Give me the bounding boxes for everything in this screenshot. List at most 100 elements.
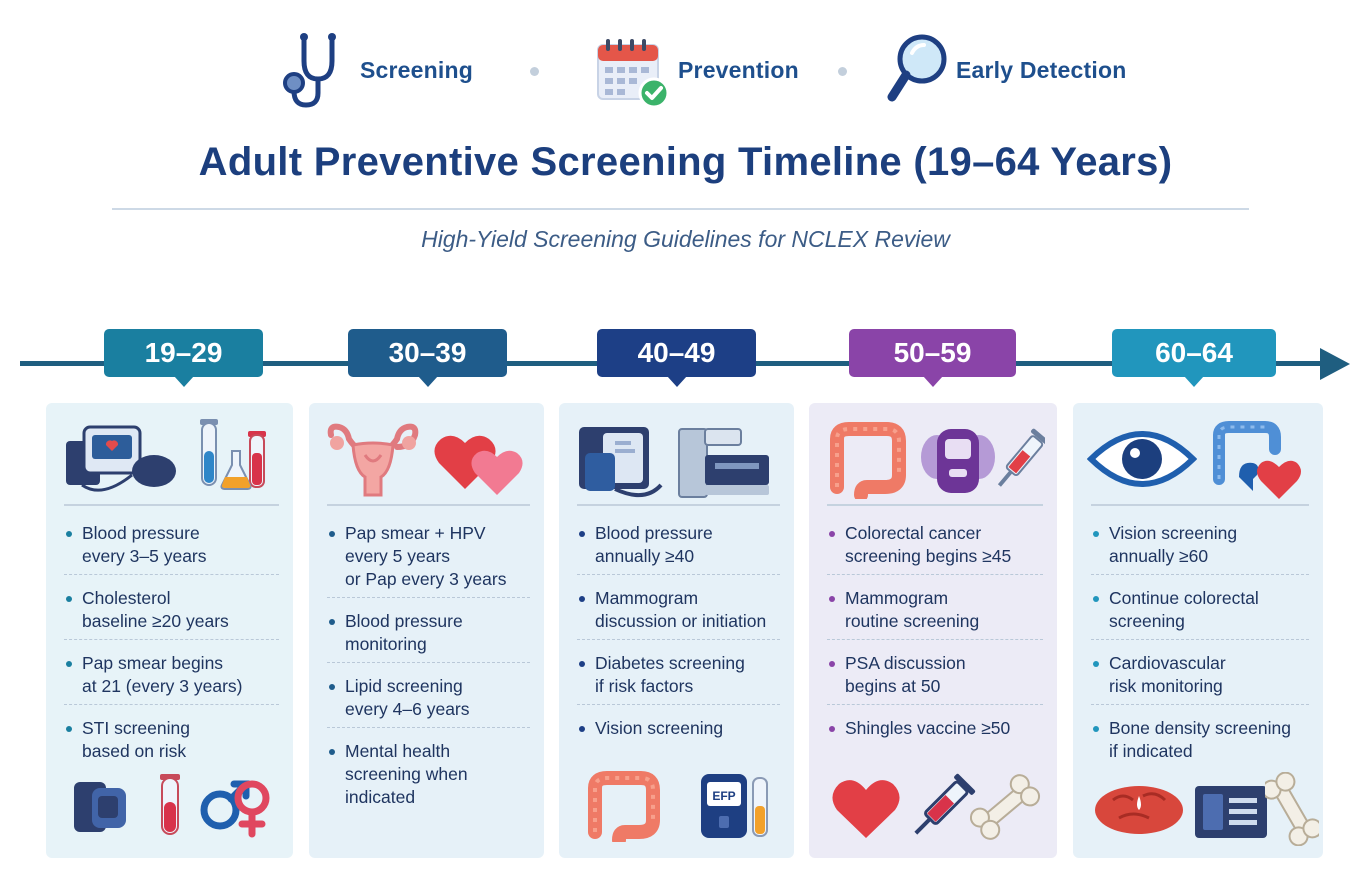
- list-item-text: Bone density screening if indicated: [1109, 718, 1291, 761]
- column-icons-top: [309, 415, 544, 497]
- age-pill-19-29: 19–29: [104, 329, 263, 387]
- column-icons-bottom: [46, 768, 293, 848]
- list-item: Continue colorectal screening: [1091, 583, 1309, 640]
- bp-monitor-icon: [579, 427, 663, 497]
- list-item: Pap smear + HPV every 5 years or Pap eve…: [327, 518, 530, 598]
- prostate-device-icon: [921, 429, 995, 493]
- list-item: PSA discussion begins at 50: [827, 648, 1043, 705]
- column-icons-top: [1073, 415, 1323, 499]
- header-item-early-detection: Early Detection: [886, 30, 1126, 110]
- title-divider: [112, 208, 1249, 210]
- list-item: Bone density screening if indicated: [1091, 713, 1309, 769]
- list-item: Mammogram discussion or initiation: [577, 583, 780, 640]
- colon-icon: [830, 422, 906, 499]
- list-item-text: STI screening based on risk: [82, 718, 190, 761]
- age-pill-50-59: 50–59: [849, 329, 1016, 387]
- list-item: Blood pressure annually ≥40: [577, 518, 780, 575]
- column-divider: [577, 504, 780, 506]
- colon-icon: [588, 771, 660, 842]
- list-item-text: Mental health screening when indicated: [345, 741, 468, 807]
- bone-icon: [1265, 772, 1319, 846]
- column-divider: [64, 504, 279, 506]
- mammography-machine-icon: [678, 428, 769, 498]
- age-pill-60-64: 60–64: [1112, 329, 1276, 387]
- list-item-text: Vision screening annually ≥60: [1109, 523, 1238, 566]
- column-icons-bottom: EFP: [559, 768, 794, 848]
- list-item-text: Diabetes screening if risk factors: [595, 653, 745, 696]
- column-icons-bottom: [1073, 768, 1323, 848]
- hearts-icon: [434, 435, 523, 495]
- list-item-text: Pap smear begins at 21 (every 3 years): [82, 653, 243, 696]
- syringe-icon: [997, 428, 1045, 487]
- test-tubes-icon: [200, 419, 266, 490]
- page-title: Adult Preventive Screening Timeline (19–…: [198, 140, 1173, 184]
- column-divider: [1091, 504, 1309, 506]
- header-separator-dot: [838, 67, 847, 76]
- column-icons-top: [559, 415, 794, 498]
- list-item: Vision screening: [577, 713, 780, 746]
- list-item: Blood pressure every 3–5 years: [64, 518, 279, 575]
- list-item: Blood pressure monitoring: [327, 606, 530, 663]
- list-item: Lipid screening every 4–6 years: [327, 671, 530, 728]
- header-label-prevention: Prevention: [678, 56, 799, 83]
- blood-pressure-monitor-icon: [66, 425, 176, 492]
- list-item-text: Blood pressure monitoring: [345, 611, 463, 654]
- list-item: Diabetes screening if risk factors: [577, 648, 780, 705]
- list-item: Cholesterol baseline ≥20 years: [64, 583, 279, 640]
- screening-list: Pap smear + HPV every 5 years or Pap eve…: [327, 518, 530, 823]
- list-item-text: Vision screening: [595, 718, 724, 738]
- list-item: Vision screening annually ≥60: [1091, 518, 1309, 575]
- screening-list: Blood pressure annually ≥40 Mammogram di…: [577, 518, 780, 754]
- list-item-text: Blood pressure annually ≥40: [595, 523, 713, 566]
- list-item: Colorectal cancer screening begins ≥45: [827, 518, 1043, 575]
- page-subtitle: High-Yield Screening Guidelines for NCLE…: [421, 226, 950, 252]
- heart-icon: [832, 780, 900, 838]
- timeline-arrowhead: [1320, 348, 1350, 380]
- calendar-check-icon: [597, 39, 670, 109]
- test-tube-icon: [160, 774, 180, 835]
- header-label-early-detection: Early Detection: [956, 56, 1127, 83]
- list-item-text: Shingles vaccine ≥50: [845, 718, 1011, 738]
- list-item-text: Lipid screening every 4–6 years: [345, 676, 470, 719]
- header-separator-dot: [530, 67, 539, 76]
- header-label-screening: Screening: [360, 56, 474, 83]
- uterus-icon: [327, 423, 419, 497]
- list-item-text: Colorectal cancer screening begins ≥45: [845, 523, 1012, 566]
- list-item: Cardiovascular risk monitoring: [1091, 648, 1309, 705]
- list-item: STI screening based on risk: [64, 713, 279, 769]
- list-item: Shingles vaccine ≥50: [827, 713, 1043, 746]
- bone-icon: [969, 774, 1041, 840]
- list-item: Mammogram routine screening: [827, 583, 1043, 640]
- screening-list: Colorectal cancer screening begins ≥45 M…: [827, 518, 1043, 754]
- column-icons-top: [809, 415, 1057, 499]
- list-item-text: Pap smear + HPV every 5 years or Pap eve…: [345, 523, 507, 589]
- magnifier-icon: [887, 34, 947, 102]
- glucometer-display-text: EFP: [712, 789, 735, 803]
- gender-symbols-icon: [200, 780, 270, 838]
- header-icon-row: Screening Prevention Early Detecti: [0, 30, 1371, 110]
- eye-icon: [1087, 431, 1197, 487]
- list-item: Pap smear begins at 21 (every 3 years): [64, 648, 279, 705]
- age-pill-40-49: 40–49: [597, 329, 756, 387]
- age-pill-30-39: 30–39: [348, 329, 507, 387]
- list-item-text: Blood pressure every 3–5 years: [82, 523, 207, 566]
- colon-organs-icon: [1213, 421, 1301, 499]
- column-divider: [327, 504, 530, 506]
- list-item-text: Cardiovascular risk monitoring: [1109, 653, 1226, 696]
- list-item-text: Mammogram routine screening: [845, 588, 980, 631]
- age-column-60-64: Vision screening annually ≥60 Continue c…: [1073, 403, 1323, 858]
- column-icons-top: [46, 415, 293, 495]
- dexa-scanner-icon: [1195, 786, 1267, 838]
- age-column-19-29: Blood pressure every 3–5 years Cholester…: [46, 403, 293, 858]
- bp-cuff-icon: [74, 782, 126, 832]
- column-divider: [827, 504, 1043, 506]
- stethoscope-icon: [283, 33, 336, 108]
- column-icons-bottom: [809, 768, 1057, 848]
- syringe-icon: [914, 773, 976, 835]
- age-column-50-59: Colorectal cancer screening begins ≥45 M…: [809, 403, 1057, 858]
- age-column-40-49: Blood pressure annually ≥40 Mammogram di…: [559, 403, 794, 858]
- brain-icon: [1095, 786, 1183, 834]
- list-item-text: PSA discussion begins at 50: [845, 653, 966, 696]
- age-column-30-39: Pap smear + HPV every 5 years or Pap eve…: [309, 403, 544, 858]
- list-item: Mental health screening when indicated: [327, 736, 530, 815]
